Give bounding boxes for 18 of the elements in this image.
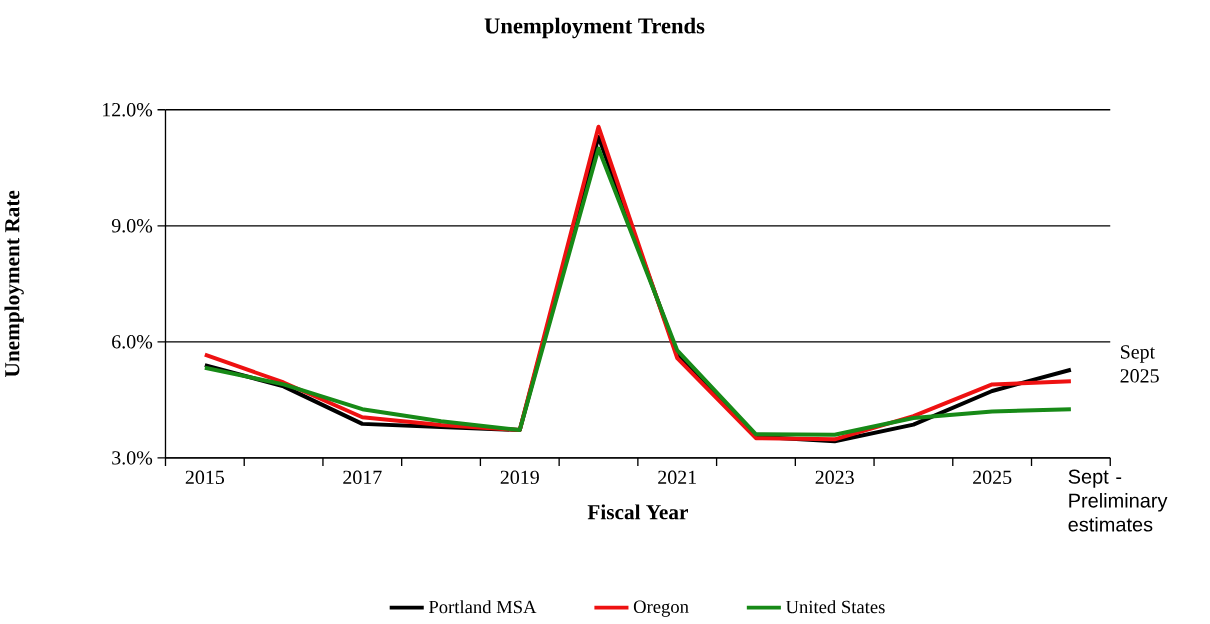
legend-label: Oregon — [633, 600, 689, 618]
x-tick-label: 2015 — [185, 470, 225, 485]
y-tick-label: 12.0% — [103, 103, 153, 117]
x-tick-label: 2023 — [815, 470, 854, 485]
x-axis-title: Fiscal Year — [587, 504, 688, 520]
x-tick-label: 2025 — [973, 470, 1012, 485]
text: Sept 2025 — [1120, 345, 1159, 383]
y-tick-label: 9.0% — [111, 219, 153, 233]
legend-label: Portland MSA — [428, 600, 537, 614]
y-tick-label: 3.0% — [112, 451, 153, 465]
y-tick-label: 6.0% — [112, 335, 153, 349]
chart-title: Unemployment Trends — [484, 17, 705, 39]
legend-label: United States — [785, 600, 885, 614]
x-tick-label: 2017 — [343, 470, 382, 485]
text: Sept - Preliminary estimates — [1068, 469, 1168, 532]
x-tick-label: 2021 — [658, 470, 696, 485]
x-tick-label: 2019 — [500, 470, 539, 485]
y-axis-title: Unemployment Rate — [4, 190, 24, 378]
